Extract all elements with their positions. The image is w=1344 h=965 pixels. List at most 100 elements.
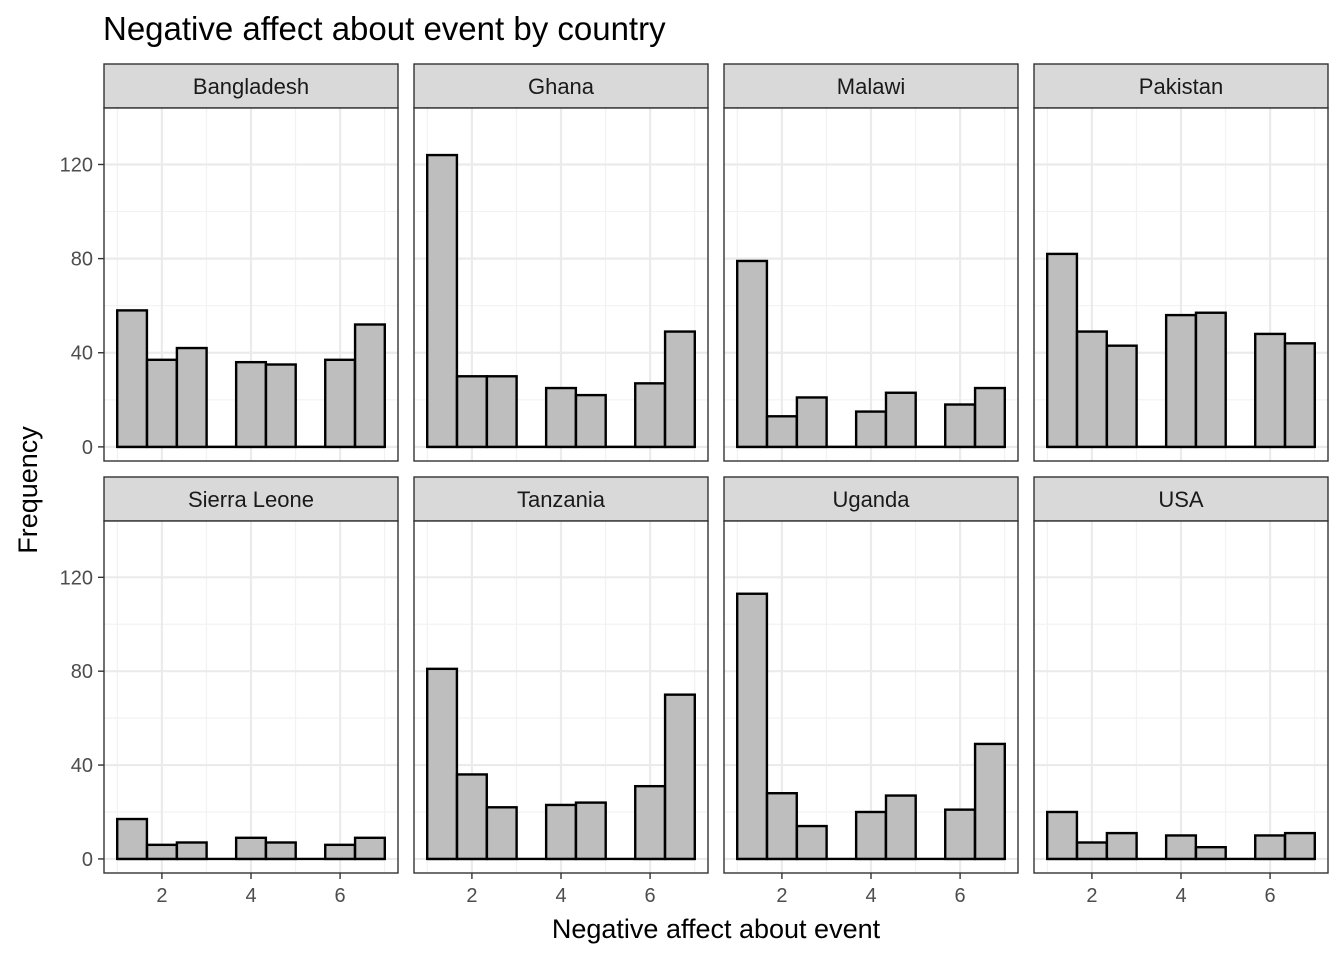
histogram-bar-malawi-5 [854,410,888,449]
histogram-bar-malawi-6 [884,391,917,449]
panel-border [413,107,709,462]
y-tick-label: 120 [60,567,93,589]
x-tick-label: 6 [645,885,656,907]
histogram-bar-bangladesh-6 [264,363,297,449]
x-tick-label: 4 [245,885,256,907]
histogram-bar-usa-5 [1164,834,1198,861]
histogram-bar-bangladesh-8 [324,358,357,449]
histogram-bar-ghana-6 [574,393,607,449]
histogram-bar-pakistan-1 [1046,252,1079,449]
histogram-bar-malawi-3 [795,396,828,449]
x-tick-label: 2 [1086,885,1097,907]
histogram-bar-ghana-9 [663,330,696,449]
histogram-bar-malawi-8 [944,403,977,449]
histogram-bar-bangladesh-1 [116,309,149,449]
histogram-bar-sierra-leone-1 [116,817,149,861]
strip-malawi [723,63,1019,109]
strip-bangladesh [103,63,399,109]
facet-panel-uganda: Uganda 2 4 6 [723,476,1019,907]
histogram-bar-usa-9 [1283,831,1316,861]
histogram-bar-tanzania-5 [544,803,578,861]
panel-border [723,107,1019,462]
histogram-bar-sierra-leone-3 [175,841,208,861]
histogram-bar-ghana-1 [426,153,459,449]
histogram-bar-sierra-leone-5 [234,836,268,861]
histogram-bar-pakistan-5 [1164,313,1198,449]
histogram-bar-pakistan-3 [1105,344,1138,449]
facet-panel-pakistan: Pakistan [1033,63,1329,462]
histogram-bar-tanzania-3 [485,806,518,861]
chart-title: Negative affect about event by country [103,10,666,47]
facet-panel-tanzania: Tanzania 2 4 6 [413,476,709,907]
histogram-bar-usa-8 [1254,834,1287,861]
x-tick-label: 2 [466,885,477,907]
histogram-bar-tanzania-8 [634,784,667,861]
y-tick-label: 120 [60,154,93,176]
x-tick-label: 6 [1265,885,1276,907]
x-tick-label: 4 [1175,885,1186,907]
y-axis-title: Frequency [13,426,43,554]
histogram-bar-tanzania-6 [574,801,607,861]
histogram-bar-uganda-1 [736,592,769,861]
strip-label-uganda: Uganda [832,487,910,512]
histogram-bar-ghana-3 [485,375,518,449]
histogram-bar-sierra-leone-8 [324,843,357,861]
panel-border [103,107,399,462]
y-tick-label: 40 [71,755,93,777]
histogram-bar-tanzania-9 [663,693,696,861]
histogram-bar-uganda-3 [795,824,828,861]
histogram-bar-malawi-2 [765,415,798,449]
strip-tanzania [413,476,709,522]
facet-panel-sierra-leone: Sierra Leone 0 40 80 120 2 4 6 [60,476,399,907]
histogram-bar-tanzania-1 [426,667,459,861]
histogram-bar-bangladesh-3 [175,346,208,449]
strip-label-ghana: Ghana [528,74,595,99]
strip-label-malawi: Malawi [837,74,905,99]
strip-label-pakistan: Pakistan [1139,74,1223,99]
histogram-bar-pakistan-2 [1075,330,1108,449]
strip-label-sierra-leone: Sierra Leone [188,487,314,512]
histogram-bar-ghana-2 [455,375,488,449]
histogram-bar-sierra-leone-2 [145,843,178,861]
y-tick-label: 80 [71,249,93,271]
strip-label-tanzania: Tanzania [517,487,606,512]
facet-panel-ghana: Ghana [413,63,709,462]
histogram-bar-bangladesh-5 [234,360,268,449]
histogram-bar-bangladesh-2 [145,358,178,449]
strip-label-usa: USA [1158,487,1204,512]
histogram-bar-sierra-leone-9 [353,836,386,861]
histogram-bar-usa-3 [1105,831,1138,861]
strip-label-bangladesh: Bangladesh [193,74,309,99]
histogram-bar-ghana-8 [634,382,667,449]
histogram-bar-tanzania-2 [455,773,488,861]
strip-usa [1033,476,1329,522]
histogram-bar-uganda-6 [884,794,917,861]
y-tick-label: 80 [71,661,93,683]
histogram-bar-uganda-8 [944,808,977,861]
strip-uganda [723,476,1019,522]
strip-ghana [413,63,709,109]
histogram-bar-pakistan-6 [1194,311,1227,449]
x-tick-label: 2 [776,885,787,907]
y-tick-label: 40 [71,343,93,365]
histogram-bar-bangladesh-9 [353,323,386,449]
histogram-bar-malawi-9 [973,386,1006,449]
facet-panel-malawi: Malawi [723,63,1019,462]
facet-panel-bangladesh: Bangladesh 0 40 80 120 [60,63,399,462]
panel-border [1033,107,1329,462]
y-tick-label: 0 [82,437,93,459]
strip-pakistan [1033,63,1329,109]
y-tick-label: 0 [82,849,93,871]
histogram-bar-malawi-1 [736,259,769,449]
histogram-bar-usa-1 [1046,810,1079,861]
histogram-bar-uganda-9 [973,742,1006,861]
x-tick-label: 6 [335,885,346,907]
histogram-bar-uganda-5 [854,810,888,861]
x-axis-title: Negative affect about event [552,914,881,944]
histogram-bar-sierra-leone-6 [264,841,297,861]
x-tick-label: 4 [865,885,876,907]
histogram-bar-usa-6 [1194,845,1227,861]
